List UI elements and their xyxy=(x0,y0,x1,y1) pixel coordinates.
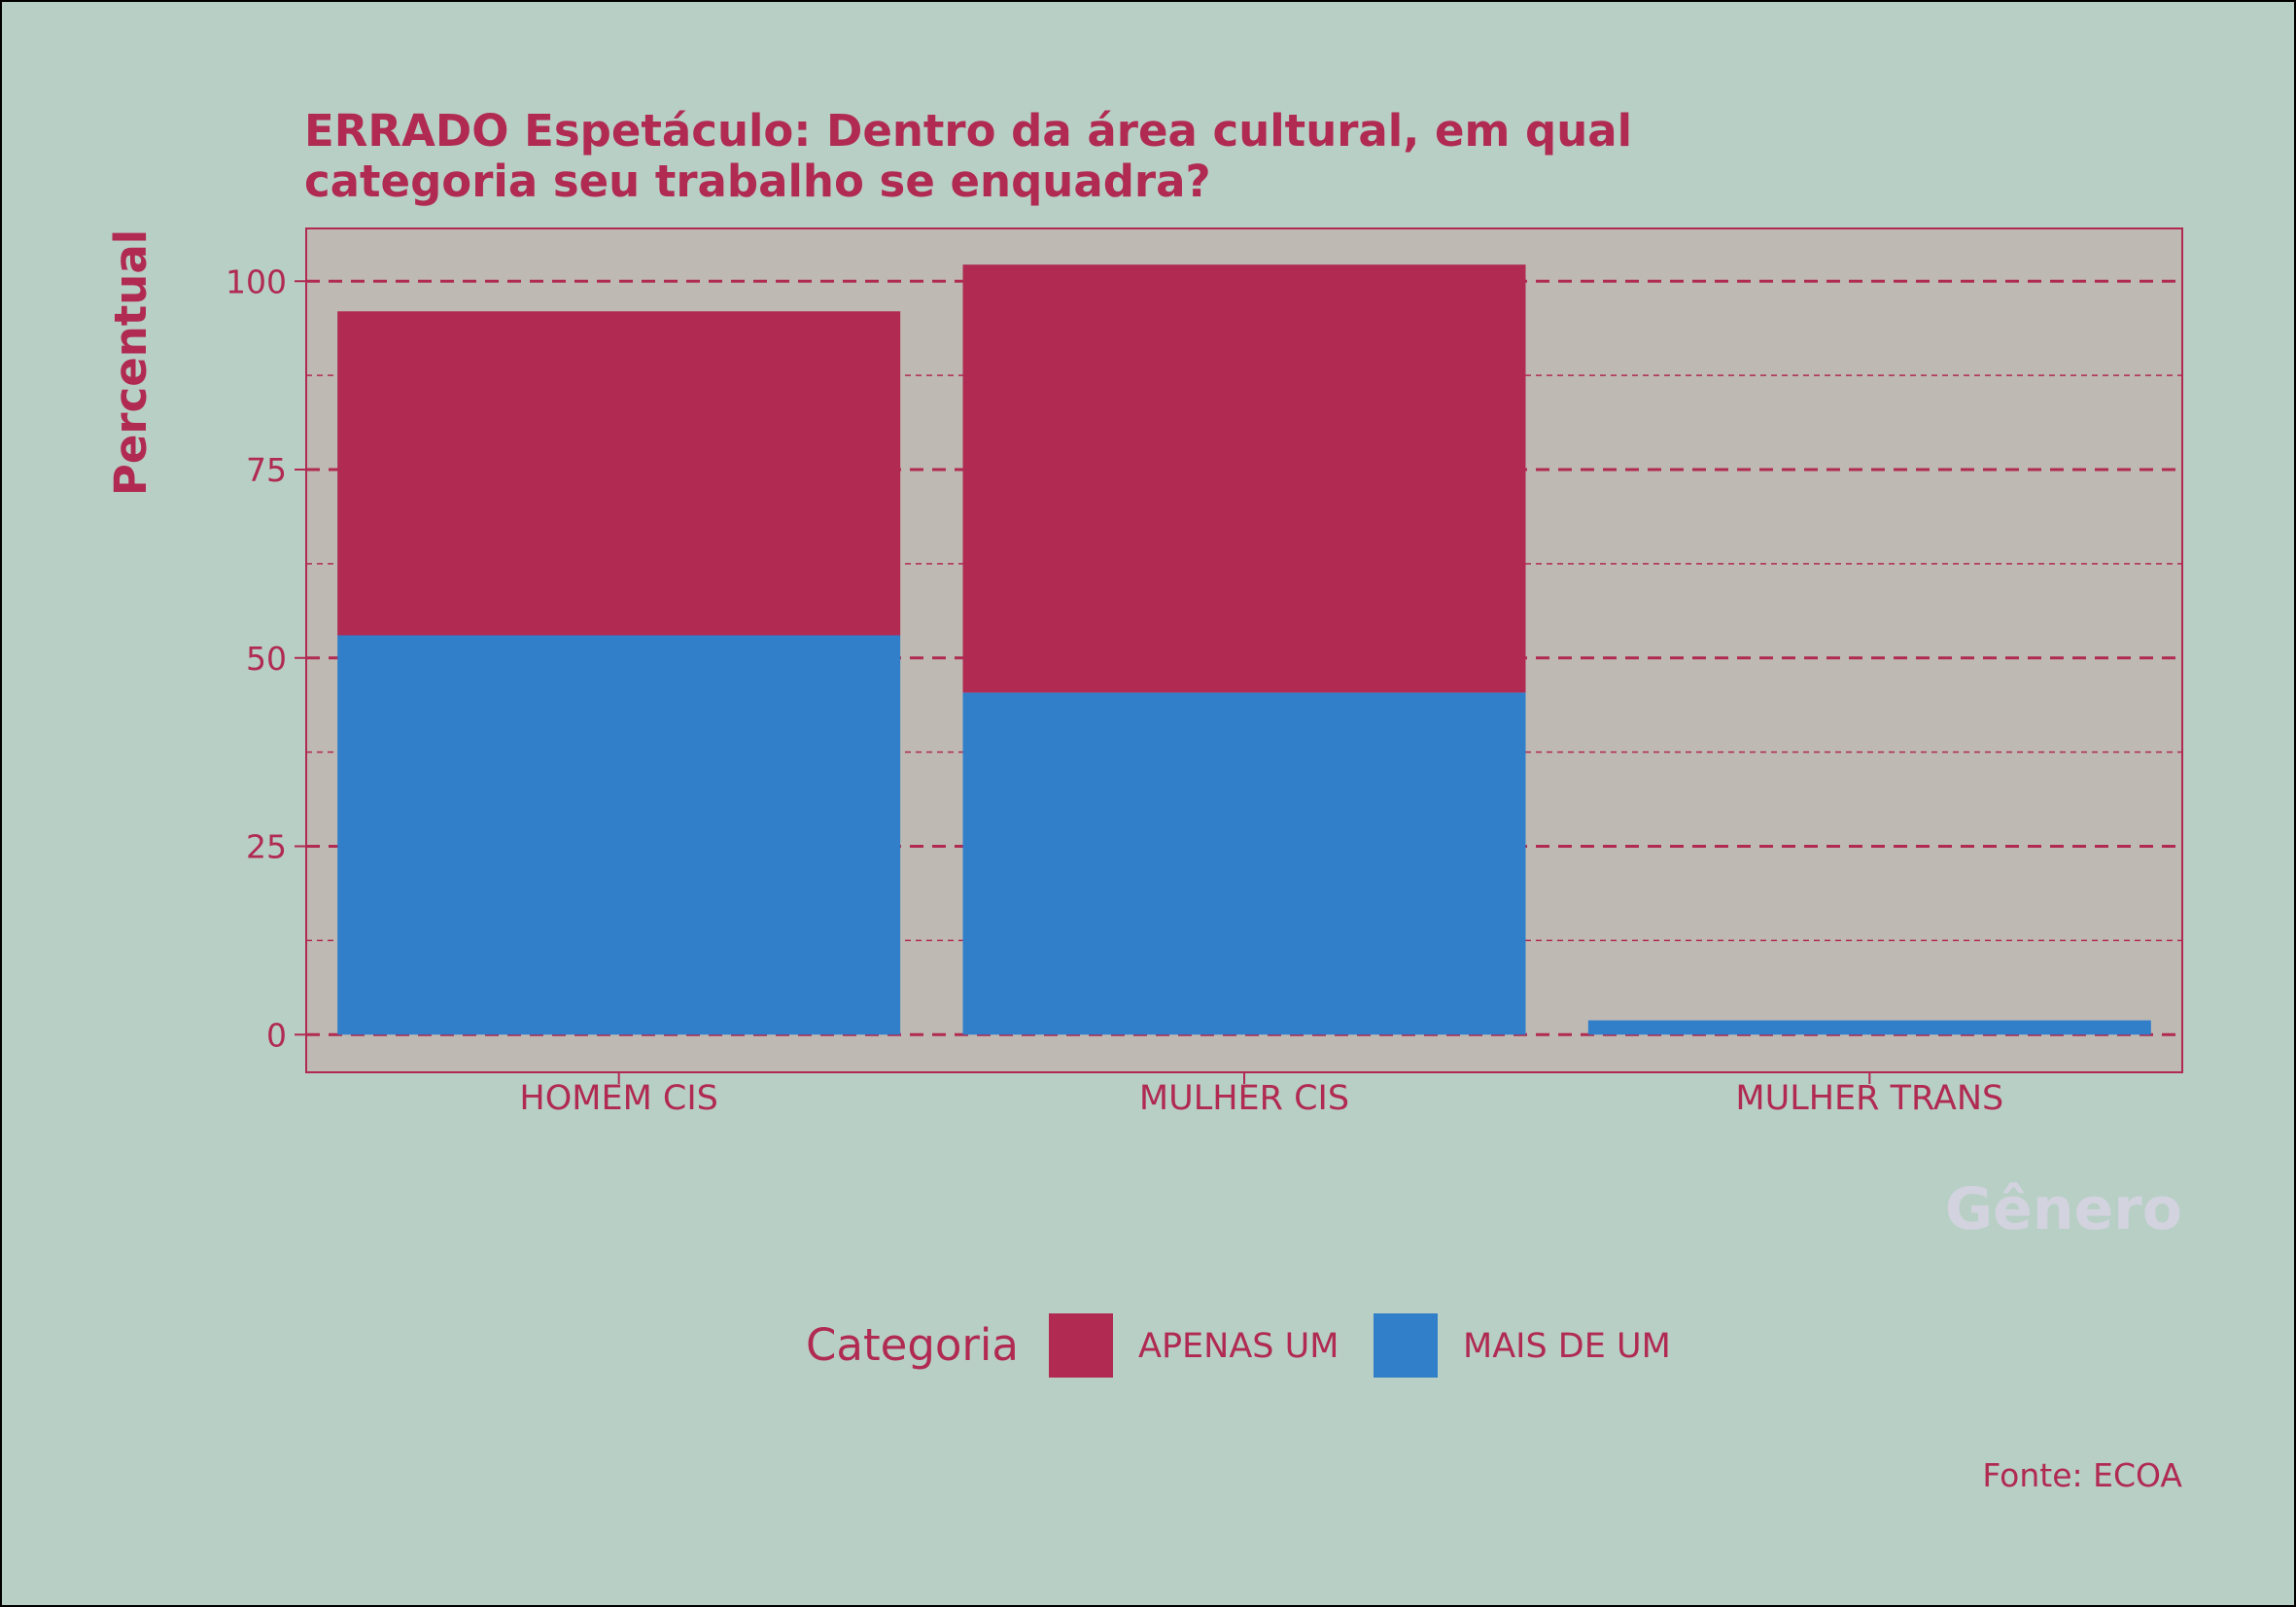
legend-key-apenas-um xyxy=(1049,1313,1113,1378)
legend-label-apenas-um: APENAS UM xyxy=(1138,1327,1339,1366)
legend: Categoria APENAS UM MAIS DE UM xyxy=(806,1313,1671,1378)
bars xyxy=(337,264,2151,1035)
caption: Fonte: ECOA xyxy=(1982,1456,2182,1494)
chart-title-line-1: ERRADO Espetáculo: Dentro da área cultur… xyxy=(304,105,1632,157)
x-tick-label: MULHER CIS xyxy=(1139,1079,1349,1118)
bar-mulher-trans-mais-de-um xyxy=(1587,1020,2151,1035)
bar-homem-cis-mais-de-um xyxy=(337,635,901,1035)
x-axis-label: Gênero xyxy=(1945,1175,2182,1243)
bar-mulher-cis-mais-de-um xyxy=(962,692,1526,1035)
bar-homem-cis-apenas-um xyxy=(337,311,901,636)
y-tick-label: 50 xyxy=(246,640,287,678)
y-tick-label: 0 xyxy=(266,1016,287,1054)
x-tick-label: MULHER TRANS xyxy=(1735,1079,2003,1118)
y-tick-label: 25 xyxy=(246,828,287,866)
chart-title-line-2: categoria seu trabalho se enquadra? xyxy=(304,156,1211,207)
y-axis-ticks: 0 25 50 75 100 xyxy=(226,262,306,1054)
y-tick-label: 100 xyxy=(226,262,287,300)
y-tick-label: 75 xyxy=(246,451,287,489)
y-axis-label: Percentual xyxy=(105,229,157,496)
bar-mulher-cis-apenas-um xyxy=(962,264,1526,693)
legend-label-mais-de-um: MAIS DE UM xyxy=(1463,1327,1671,1366)
legend-title: Categoria xyxy=(806,1319,1019,1371)
x-axis-ticks: HOMEM CIS MULHER CIS MULHER TRANS xyxy=(519,1072,2003,1118)
legend-key-mais-de-um xyxy=(1374,1313,1438,1378)
x-tick-label: HOMEM CIS xyxy=(519,1079,717,1118)
